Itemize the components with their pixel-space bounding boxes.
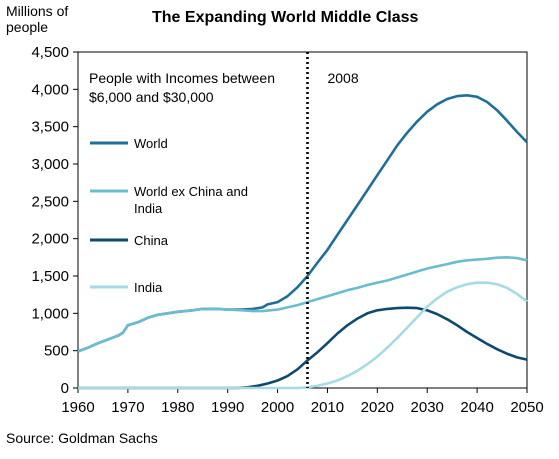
legend: World World ex China and India China India bbox=[90, 136, 248, 295]
y-axis-title-line-1: Millions of bbox=[6, 3, 69, 19]
legend-label-3: China bbox=[134, 233, 169, 248]
y-tick-label: 2,500 bbox=[31, 193, 69, 210]
y-axis-title: Millions of people bbox=[6, 3, 68, 35]
y-tick-label: 3,500 bbox=[31, 119, 69, 136]
y-axis-title-line-2: people bbox=[6, 19, 49, 35]
annotation-line-1: People with Incomes between bbox=[89, 70, 275, 86]
series-line-1 bbox=[77, 94, 528, 353]
annotation: People with Incomes between $6,000 and $3… bbox=[89, 70, 275, 105]
marker-label: 2008 bbox=[327, 70, 358, 86]
x-tick-label: 1970 bbox=[111, 399, 144, 416]
legend-label-2: World ex China and bbox=[134, 184, 248, 199]
x-tick-label: 2000 bbox=[261, 399, 294, 416]
axes: 1960 1970 1980 1990 2000 2010 2020 2030 2040 2050… bbox=[31, 44, 543, 416]
y-tick-label: 3,000 bbox=[31, 156, 69, 173]
annotation-line-2: $6,000 and $30,000 bbox=[89, 89, 214, 105]
y-tick-label: 1,000 bbox=[31, 305, 69, 322]
year-marker: 2008 bbox=[306, 52, 359, 388]
legend-label-1: World bbox=[134, 136, 168, 151]
source-note: Source: Goldman Sachs bbox=[6, 430, 158, 446]
y-tick-label: 4,500 bbox=[31, 44, 69, 61]
x-tick-label: 2050 bbox=[510, 399, 543, 416]
y-tick-label: 2,000 bbox=[31, 231, 69, 248]
y-tick-label: 500 bbox=[44, 343, 69, 360]
x-tick-label: 2040 bbox=[460, 399, 493, 416]
y-tick-label: 1,500 bbox=[31, 268, 69, 285]
x-tick-label: 1980 bbox=[161, 399, 194, 416]
series-line-4 bbox=[78, 281, 528, 390]
series-line-3 bbox=[78, 306, 528, 390]
x-tick-label: 2030 bbox=[411, 399, 444, 416]
y-tick-label: 0 bbox=[61, 380, 69, 397]
chart-title: The Expanding World Middle Class bbox=[152, 9, 419, 26]
series-line-2 bbox=[77, 256, 528, 353]
x-tick-label: 1990 bbox=[211, 399, 244, 416]
legend-label-4: India bbox=[134, 280, 163, 295]
y-tick-label: 4,000 bbox=[31, 81, 69, 98]
x-tick-label: 2010 bbox=[311, 399, 344, 416]
legend-label-2: India bbox=[134, 201, 163, 216]
x-tick-label: 2020 bbox=[361, 399, 394, 416]
x-tick-label: 1960 bbox=[61, 399, 94, 416]
